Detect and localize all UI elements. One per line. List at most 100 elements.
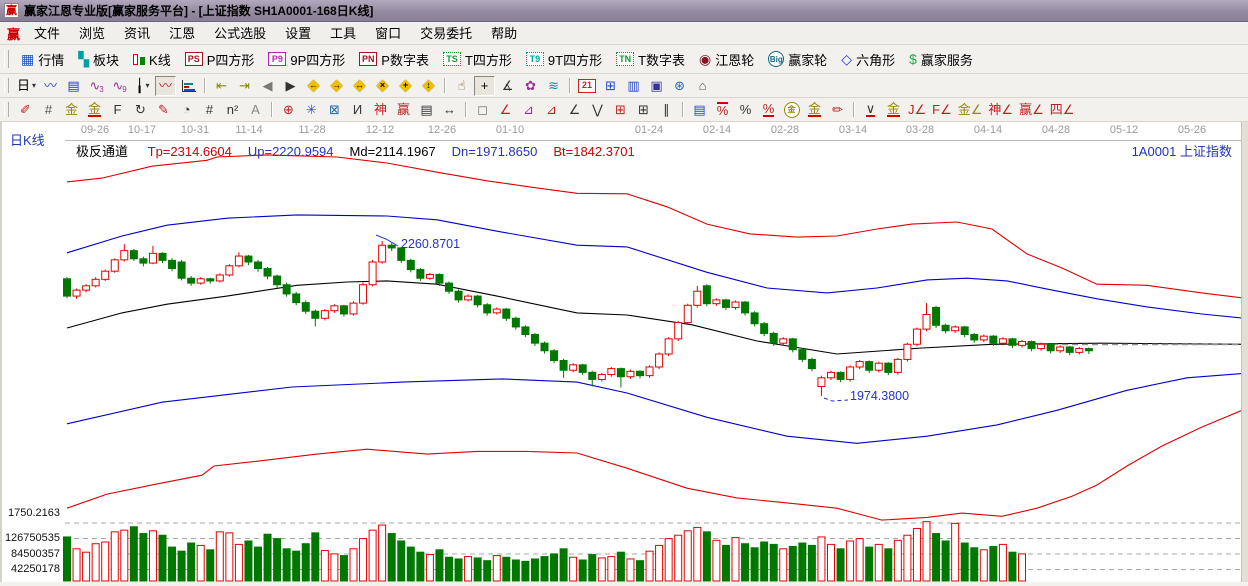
sectors-button[interactable]: ▚ 板块 bbox=[71, 48, 126, 71]
vertical-scrollbar[interactable] bbox=[1241, 122, 1248, 582]
menu-item[interactable]: 交易委托 bbox=[420, 26, 473, 41]
gold2-angle-icon[interactable]: 金∠ bbox=[957, 102, 983, 117]
quotes-button[interactable]: ▦ 行情 bbox=[14, 48, 71, 71]
calendar-icon[interactable]: 21 bbox=[576, 76, 598, 96]
wave-9-icon[interactable]: ∿ 9 bbox=[112, 78, 127, 94]
compass-icon[interactable]: ∡ bbox=[501, 78, 514, 93]
menu-item[interactable]: 窗口 bbox=[375, 26, 402, 41]
menu-item[interactable]: 资讯 bbox=[124, 26, 151, 41]
gann-shape-icon[interactable]: ✿ bbox=[525, 78, 536, 93]
ying-grid-icon[interactable]: 赢 bbox=[396, 102, 410, 117]
menu-item[interactable]: 公式选股 bbox=[214, 26, 267, 41]
winner-wheel-button[interactable]: Big 赢家轮 bbox=[761, 48, 834, 71]
calculator-icon[interactable]: ⊞ bbox=[605, 78, 616, 93]
expand-h-icon[interactable]: ◆ ↔ bbox=[353, 77, 366, 94]
p-table-button[interactable]: PN P数字表 bbox=[352, 48, 436, 71]
move-left-icon[interactable]: ◆ ← bbox=[307, 77, 320, 94]
k-wave-icon[interactable]: И bbox=[352, 102, 363, 117]
freehand-red-icon[interactable]: 〰 bbox=[155, 75, 177, 96]
target-grid-icon[interactable]: ⊠ bbox=[329, 102, 340, 117]
candle-tool-dropdown-button[interactable]: ╽ ▾ bbox=[135, 78, 150, 93]
expand-all-icon[interactable]: ◆ + bbox=[399, 77, 412, 94]
web-export-icon[interactable]: ⊛ bbox=[674, 78, 685, 93]
p-square-button[interactable]: PS P四方形 bbox=[178, 48, 262, 71]
gann-wheel-button[interactable]: ◉ 江恩轮 bbox=[692, 48, 761, 71]
measure-icon[interactable]: ↔ bbox=[443, 102, 456, 117]
percent-under-icon[interactable]: % bbox=[762, 101, 775, 117]
zigzag-icon[interactable]: ⋁ bbox=[592, 102, 603, 117]
f-grid-icon[interactable]: F bbox=[113, 102, 122, 117]
gann-fan-icon[interactable]: ∠ bbox=[499, 102, 512, 117]
t-square-button[interactable]: TS T四方形 bbox=[436, 48, 519, 71]
v-angle-icon[interactable]: ∨ bbox=[865, 101, 876, 117]
9t-square-button[interactable]: T9 9T四方形 bbox=[519, 48, 609, 71]
red-pen-icon[interactable]: ✎ bbox=[158, 102, 169, 117]
ruler-grid-icon[interactable]: ▤ bbox=[420, 102, 433, 117]
menu-item[interactable]: 浏览 bbox=[79, 26, 106, 41]
menu-item[interactable]: 江恩 bbox=[169, 26, 196, 41]
9p-square-button[interactable]: P9 9P四方形 bbox=[261, 48, 352, 71]
gold-grid-icon[interactable]: 金 bbox=[64, 102, 78, 117]
shen-angle-icon[interactable]: 神∠ bbox=[988, 102, 1014, 117]
winner-service-button[interactable]: $ 赢家服务 bbox=[902, 48, 980, 71]
chart-canvas[interactable]: 2260.8701 1974.3800 bbox=[2, 122, 1248, 582]
move-right-icon[interactable]: ◆ → bbox=[330, 77, 343, 94]
first-page-icon[interactable]: ⇤ bbox=[216, 78, 227, 93]
parallel-lines-icon[interactable]: ∥ bbox=[663, 102, 670, 117]
t-table-button[interactable]: TN T数字表 bbox=[609, 48, 692, 71]
freehand-blue-icon[interactable]: 〰 bbox=[44, 78, 58, 93]
grid-arrow-icon[interactable]: ⊞ bbox=[638, 102, 649, 117]
menu-item[interactable]: 工具 bbox=[330, 26, 357, 41]
clock-grid-icon[interactable]: ◔ bbox=[182, 102, 191, 117]
square-tool-icon[interactable]: ◻ bbox=[477, 102, 488, 117]
gold-grid-2-icon[interactable]: 金 bbox=[87, 101, 101, 117]
period-day-dropdown-button[interactable]: 日 ▾ bbox=[17, 78, 37, 93]
price-ladder-icon[interactable]: ▤ bbox=[693, 102, 706, 117]
last-page-icon[interactable]: ⇥ bbox=[239, 78, 250, 93]
percent-icon[interactable]: % bbox=[739, 102, 752, 117]
save-icon[interactable]: ▣ bbox=[650, 78, 663, 93]
gold-angle-icon[interactable]: 金 bbox=[886, 101, 900, 117]
hexagon-button[interactable]: ◇ 六角形 bbox=[834, 48, 902, 71]
wave-sketch-icon[interactable]: ≋ bbox=[548, 78, 559, 93]
circle-cross-icon[interactable]: ⊕ bbox=[283, 102, 294, 117]
grid-red-icon[interactable]: ⊞ bbox=[615, 102, 626, 117]
j-angle-icon[interactable]: J∠ bbox=[908, 102, 927, 117]
fan-box-purple-icon[interactable]: ⊿ bbox=[523, 102, 534, 117]
window-title: 赢家江恩专业版[赢家服务平台] - [上证指数 SH1A0001-168日K线] bbox=[24, 4, 374, 18]
fan-star-icon[interactable]: ✳ bbox=[306, 102, 317, 117]
percent-line-icon[interactable]: % bbox=[716, 102, 729, 118]
shen-grid-icon[interactable]: 神 bbox=[373, 102, 387, 117]
grid-lines-icon[interactable]: # bbox=[44, 102, 53, 117]
crosshair-icon[interactable]: + bbox=[474, 75, 496, 96]
f-angle-icon[interactable]: F∠ bbox=[932, 102, 952, 117]
notes-doc-icon[interactable]: ▤ bbox=[67, 78, 80, 93]
menu-item[interactable]: 帮助 bbox=[491, 26, 518, 41]
dense-grid-icon[interactable]: # bbox=[205, 102, 214, 117]
compress-icon[interactable]: ◆ × bbox=[376, 77, 389, 94]
menu-item[interactable]: 设置 bbox=[285, 26, 312, 41]
channel-line-bt bbox=[66, 407, 1248, 521]
prev-page-icon[interactable]: ◀ bbox=[262, 78, 273, 93]
menu-item[interactable]: 文件 bbox=[34, 26, 61, 41]
ying-angle-icon[interactable]: 赢∠ bbox=[1019, 102, 1044, 117]
n2-grid-icon[interactable]: n² bbox=[226, 102, 239, 117]
si-angle-icon[interactable]: 四∠ bbox=[1049, 102, 1075, 117]
kline-button[interactable]: K线 bbox=[126, 48, 178, 71]
gold-circle-icon[interactable]: 金 bbox=[781, 100, 802, 120]
chart-area[interactable]: 2260.8701 1974.3800 09-26 10-17 10-31 11-14 1… bbox=[0, 122, 1248, 582]
histogram-icon[interactable] bbox=[178, 76, 199, 96]
fan-box-red-icon[interactable]: ⊿ bbox=[546, 102, 557, 117]
eraser-pen-icon[interactable]: ✐ bbox=[20, 102, 31, 117]
next-page-icon[interactable]: ▶ bbox=[285, 78, 296, 93]
move-all-icon[interactable]: ◆ ↕ bbox=[422, 77, 435, 94]
gold-line-icon[interactable]: 金 bbox=[807, 101, 821, 117]
brush-icon[interactable]: ✏ bbox=[832, 102, 843, 117]
spiral-grid-icon[interactable]: ↻ bbox=[135, 102, 146, 117]
angle-a-icon[interactable]: A bbox=[251, 102, 260, 117]
hand-icon[interactable]: ☝ bbox=[457, 78, 466, 93]
angle-lines-icon[interactable]: ∠ bbox=[568, 102, 581, 117]
workstation-icon[interactable]: ⌂ bbox=[698, 78, 707, 93]
wave-3-icon[interactable]: ∿ 3 bbox=[89, 78, 104, 94]
report-icon[interactable]: ▥ bbox=[627, 78, 640, 93]
